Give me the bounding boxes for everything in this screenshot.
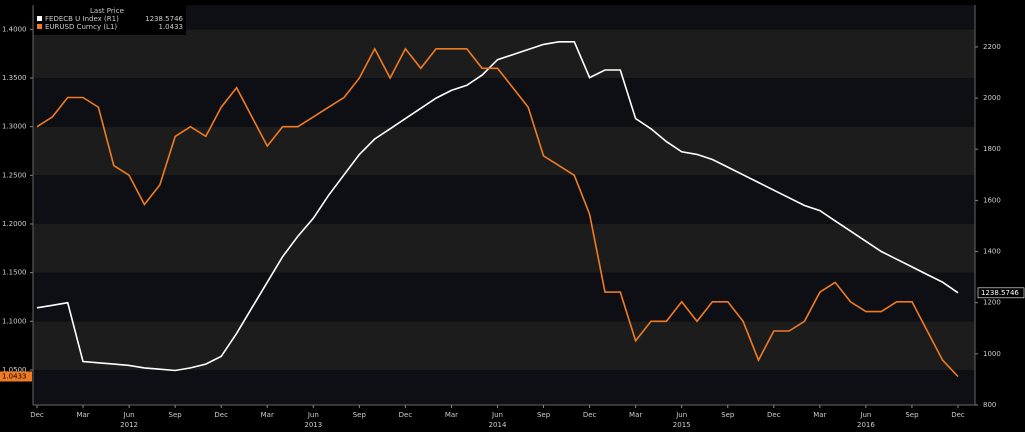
x-tick-label: Jun	[491, 411, 503, 419]
series-line	[36, 41, 959, 372]
x-tick-label: Sep	[721, 411, 735, 419]
y-tick-label: 1.1000	[2, 317, 27, 325]
x-tick-label: Dec	[583, 411, 597, 419]
x-tick-label: Jun	[859, 411, 871, 419]
bands	[33, 5, 975, 405]
y2-tick-label: 1800	[983, 145, 1001, 153]
y-tick-label: 1.1500	[2, 269, 27, 277]
legend-value: 1.0433	[159, 23, 184, 31]
y2-tick-label: 1000	[983, 350, 1001, 358]
x-tick-label: Sep	[905, 411, 919, 419]
x-tick-label: Dec	[30, 411, 44, 419]
band	[33, 126, 975, 176]
x-year-label: 2015	[673, 421, 691, 429]
y-tick-label: 1.3500	[2, 74, 27, 82]
x-tick-label: Sep	[353, 411, 367, 419]
band	[33, 369, 975, 405]
y2-tick-label: 1400	[983, 248, 1001, 256]
x-tick-label: Dec	[951, 411, 965, 419]
y-tick-label: 1.2000	[2, 220, 27, 228]
last-value-tag	[977, 287, 1025, 299]
x-tick-label: Mar	[76, 411, 89, 419]
y-tick-label: 1.3000	[2, 123, 27, 131]
x-tick-label: Dec	[214, 411, 228, 419]
y2-tick-label: 2200	[983, 43, 1001, 51]
x-tick-label: Sep	[537, 411, 551, 419]
band	[33, 321, 975, 370]
legend-swatch	[37, 16, 42, 21]
x-tick-label: Jun	[123, 411, 135, 419]
x-tick-label: Mar	[261, 411, 274, 419]
legend-swatch	[37, 24, 42, 29]
band	[33, 223, 975, 273]
y-tick-label: 1.2500	[2, 171, 27, 179]
legend-value: 1238.5746	[145, 15, 183, 23]
x-tick-label: Mar	[445, 411, 458, 419]
y2-tick-label: 1200	[983, 299, 1001, 307]
legend: Last Price FEDECB U Index (R1) 1238.5746 E…	[34, 5, 186, 35]
x-tick-label: Mar	[813, 411, 826, 419]
band	[33, 29, 975, 78]
lines	[36, 41, 959, 378]
band	[33, 175, 975, 224]
x-year-label: 2012	[120, 421, 138, 429]
x-year-label: 2014	[489, 421, 507, 429]
legend-label: EURUSD Curncy (L1)	[45, 23, 117, 31]
band	[33, 272, 975, 322]
axes: 1.0500 1.1000 1.1500 1.2000 1.2500 1.3000 1.35…	[0, 5, 1025, 429]
y-tick-label: 1.0500	[2, 366, 27, 374]
x-year-label: 2016	[857, 421, 875, 429]
band	[33, 5, 975, 30]
y-tick-label: 1.4000	[2, 25, 27, 33]
legend-box	[34, 5, 186, 35]
last-value-label: 1.0433	[2, 372, 27, 380]
last-value-tag	[0, 371, 32, 382]
y2-tick-label: 2000	[983, 94, 1001, 102]
x-tick-label: Sep	[169, 411, 183, 419]
series-line	[36, 47, 959, 378]
x-tick-label: Dec	[399, 411, 413, 419]
x-tick-label: Mar	[629, 411, 642, 419]
last-value-label: 1238.5746	[981, 289, 1019, 297]
legend-label: FEDECB U Index (R1)	[45, 15, 119, 23]
band	[33, 77, 975, 127]
y2-tick-label: 1600	[983, 196, 1001, 204]
x-tick-label: Jun	[307, 411, 319, 419]
legend-title: Last Price	[90, 7, 124, 15]
x-year-label: 2013	[304, 421, 322, 429]
x-tick-label: Dec	[767, 411, 781, 419]
y2-tick-label: 800	[983, 401, 996, 409]
x-tick-label: Jun	[675, 411, 687, 419]
